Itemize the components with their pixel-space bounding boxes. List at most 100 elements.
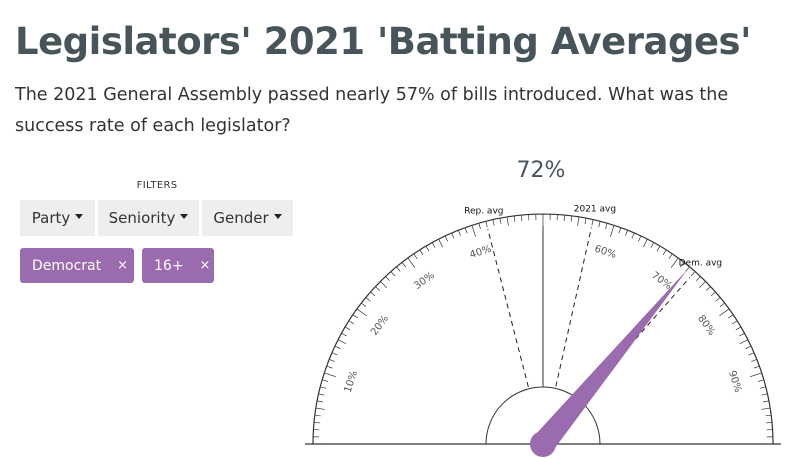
gauge-tick (318, 393, 325, 396)
gauge-tick (390, 271, 396, 277)
gauge-tick-label: 10% (343, 369, 360, 394)
gauge-tick (739, 332, 745, 337)
gauge-tick (631, 232, 635, 239)
gauge-tick (375, 286, 380, 291)
gender-dropdown[interactable]: Gender (202, 200, 293, 236)
caret-down-icon (180, 213, 189, 219)
gauge-tick (380, 281, 387, 288)
gauge-tick (492, 219, 495, 226)
gauge-tick (605, 223, 608, 229)
gauge-tick (728, 314, 734, 319)
gauge-needle (533, 268, 689, 452)
gauge-tick (761, 393, 768, 396)
gauge-tick (618, 227, 622, 234)
gauge-tick (563, 214, 565, 222)
gauge-tick (710, 291, 716, 297)
gauge-tick (317, 400, 324, 403)
gauge-tick (719, 308, 730, 317)
gauge-tick (638, 235, 642, 242)
gauge-tick (753, 365, 760, 369)
filter-chip-democrat[interactable]: Democrat × (20, 248, 134, 283)
gauge-marker-label: 2021 avg (574, 205, 616, 215)
gauge-tick (337, 339, 347, 344)
filter-chip-seniority-16plus[interactable]: 16+ × (142, 248, 214, 283)
remove-filter-icon[interactable]: × (199, 258, 211, 273)
gauge-tick (471, 225, 476, 237)
gauge-tick (419, 249, 424, 256)
gauge-tick (458, 230, 461, 236)
seniority-dropdown-label: Seniority (108, 209, 176, 227)
gauge-tick (521, 214, 523, 222)
gauge-tick (670, 257, 679, 268)
remove-filter-icon[interactable]: × (117, 258, 129, 273)
gauge-tick (329, 359, 335, 362)
gauge-tick (315, 407, 325, 410)
gauge-tick (314, 414, 321, 417)
gauge-marker-line (487, 228, 529, 387)
gauge-tick-label: 40% (468, 244, 493, 261)
gauge-tick (625, 230, 628, 236)
gauge-tick-label: 60% (593, 244, 618, 261)
caret-down-icon (75, 213, 84, 219)
gauge-tick (513, 215, 516, 222)
gauge-marker-label: Dem. avg (679, 258, 723, 268)
gauge-tick (643, 238, 648, 248)
gauge-tick (478, 223, 481, 229)
gauge-tick (739, 339, 749, 344)
gauge-tick (719, 302, 725, 307)
gauge-tick (401, 262, 406, 268)
gauge-tick (668, 253, 673, 259)
gauge-needle-hub (530, 431, 556, 457)
gauge-tick (348, 320, 355, 325)
gauge-tick (570, 215, 573, 222)
gauge-tick (680, 262, 685, 268)
gauge-tick (385, 276, 390, 281)
page-title: Legislators' 2021 'Batting Averages' (15, 20, 751, 63)
gauge-tick (506, 216, 509, 226)
gauge-tick (451, 232, 455, 239)
gauge-tick (765, 414, 772, 417)
seniority-dropdown[interactable]: Seniority (98, 200, 199, 236)
gauge-tick (352, 314, 358, 319)
gauge-tick (715, 297, 721, 302)
gauge-tick (365, 297, 371, 302)
gauge-tick (464, 227, 468, 234)
caret-down-icon (273, 213, 282, 219)
gauge-tick-label: 90% (726, 369, 743, 394)
gauge-tick-label: 20% (369, 313, 391, 337)
gauge-tick (320, 386, 327, 389)
gauge-tick (610, 225, 615, 237)
gauge-tick (731, 320, 738, 325)
gauge-tick (656, 245, 661, 252)
gauge-tick (431, 242, 436, 248)
gauge-tick (598, 221, 601, 228)
gauge-tick (413, 253, 418, 259)
gauge-tick (745, 345, 752, 349)
gauge-tick (407, 257, 416, 268)
gauge-tick (370, 291, 376, 297)
gender-dropdown-label: Gender (213, 209, 269, 227)
gauge-tick (751, 359, 757, 362)
gauge-tick (322, 379, 328, 382)
gauge-tick (584, 218, 587, 225)
gauge-tick (341, 332, 347, 337)
gauge-tick (396, 266, 401, 272)
filter-chip-label: Democrat (32, 257, 102, 274)
gauge-tick (765, 422, 773, 424)
gauge-tick (356, 308, 367, 317)
filters-label: FILTERS (136, 180, 178, 191)
gauge-tick (650, 242, 655, 248)
gauge-tick (761, 407, 771, 410)
gauge-tick (331, 352, 338, 356)
gauge-tick (425, 245, 430, 252)
filter-chip-label: 16+ (154, 257, 184, 274)
gauge-inner-arc (485, 386, 601, 445)
gauge-tick (326, 365, 333, 369)
gauge-tick (748, 352, 755, 356)
gauge-tick (577, 216, 580, 226)
gauge-tick (438, 238, 443, 248)
gauge-tick (735, 326, 742, 331)
party-dropdown[interactable]: Party (20, 200, 95, 236)
gauge-tick (361, 302, 367, 307)
gauge-tick (344, 326, 351, 331)
